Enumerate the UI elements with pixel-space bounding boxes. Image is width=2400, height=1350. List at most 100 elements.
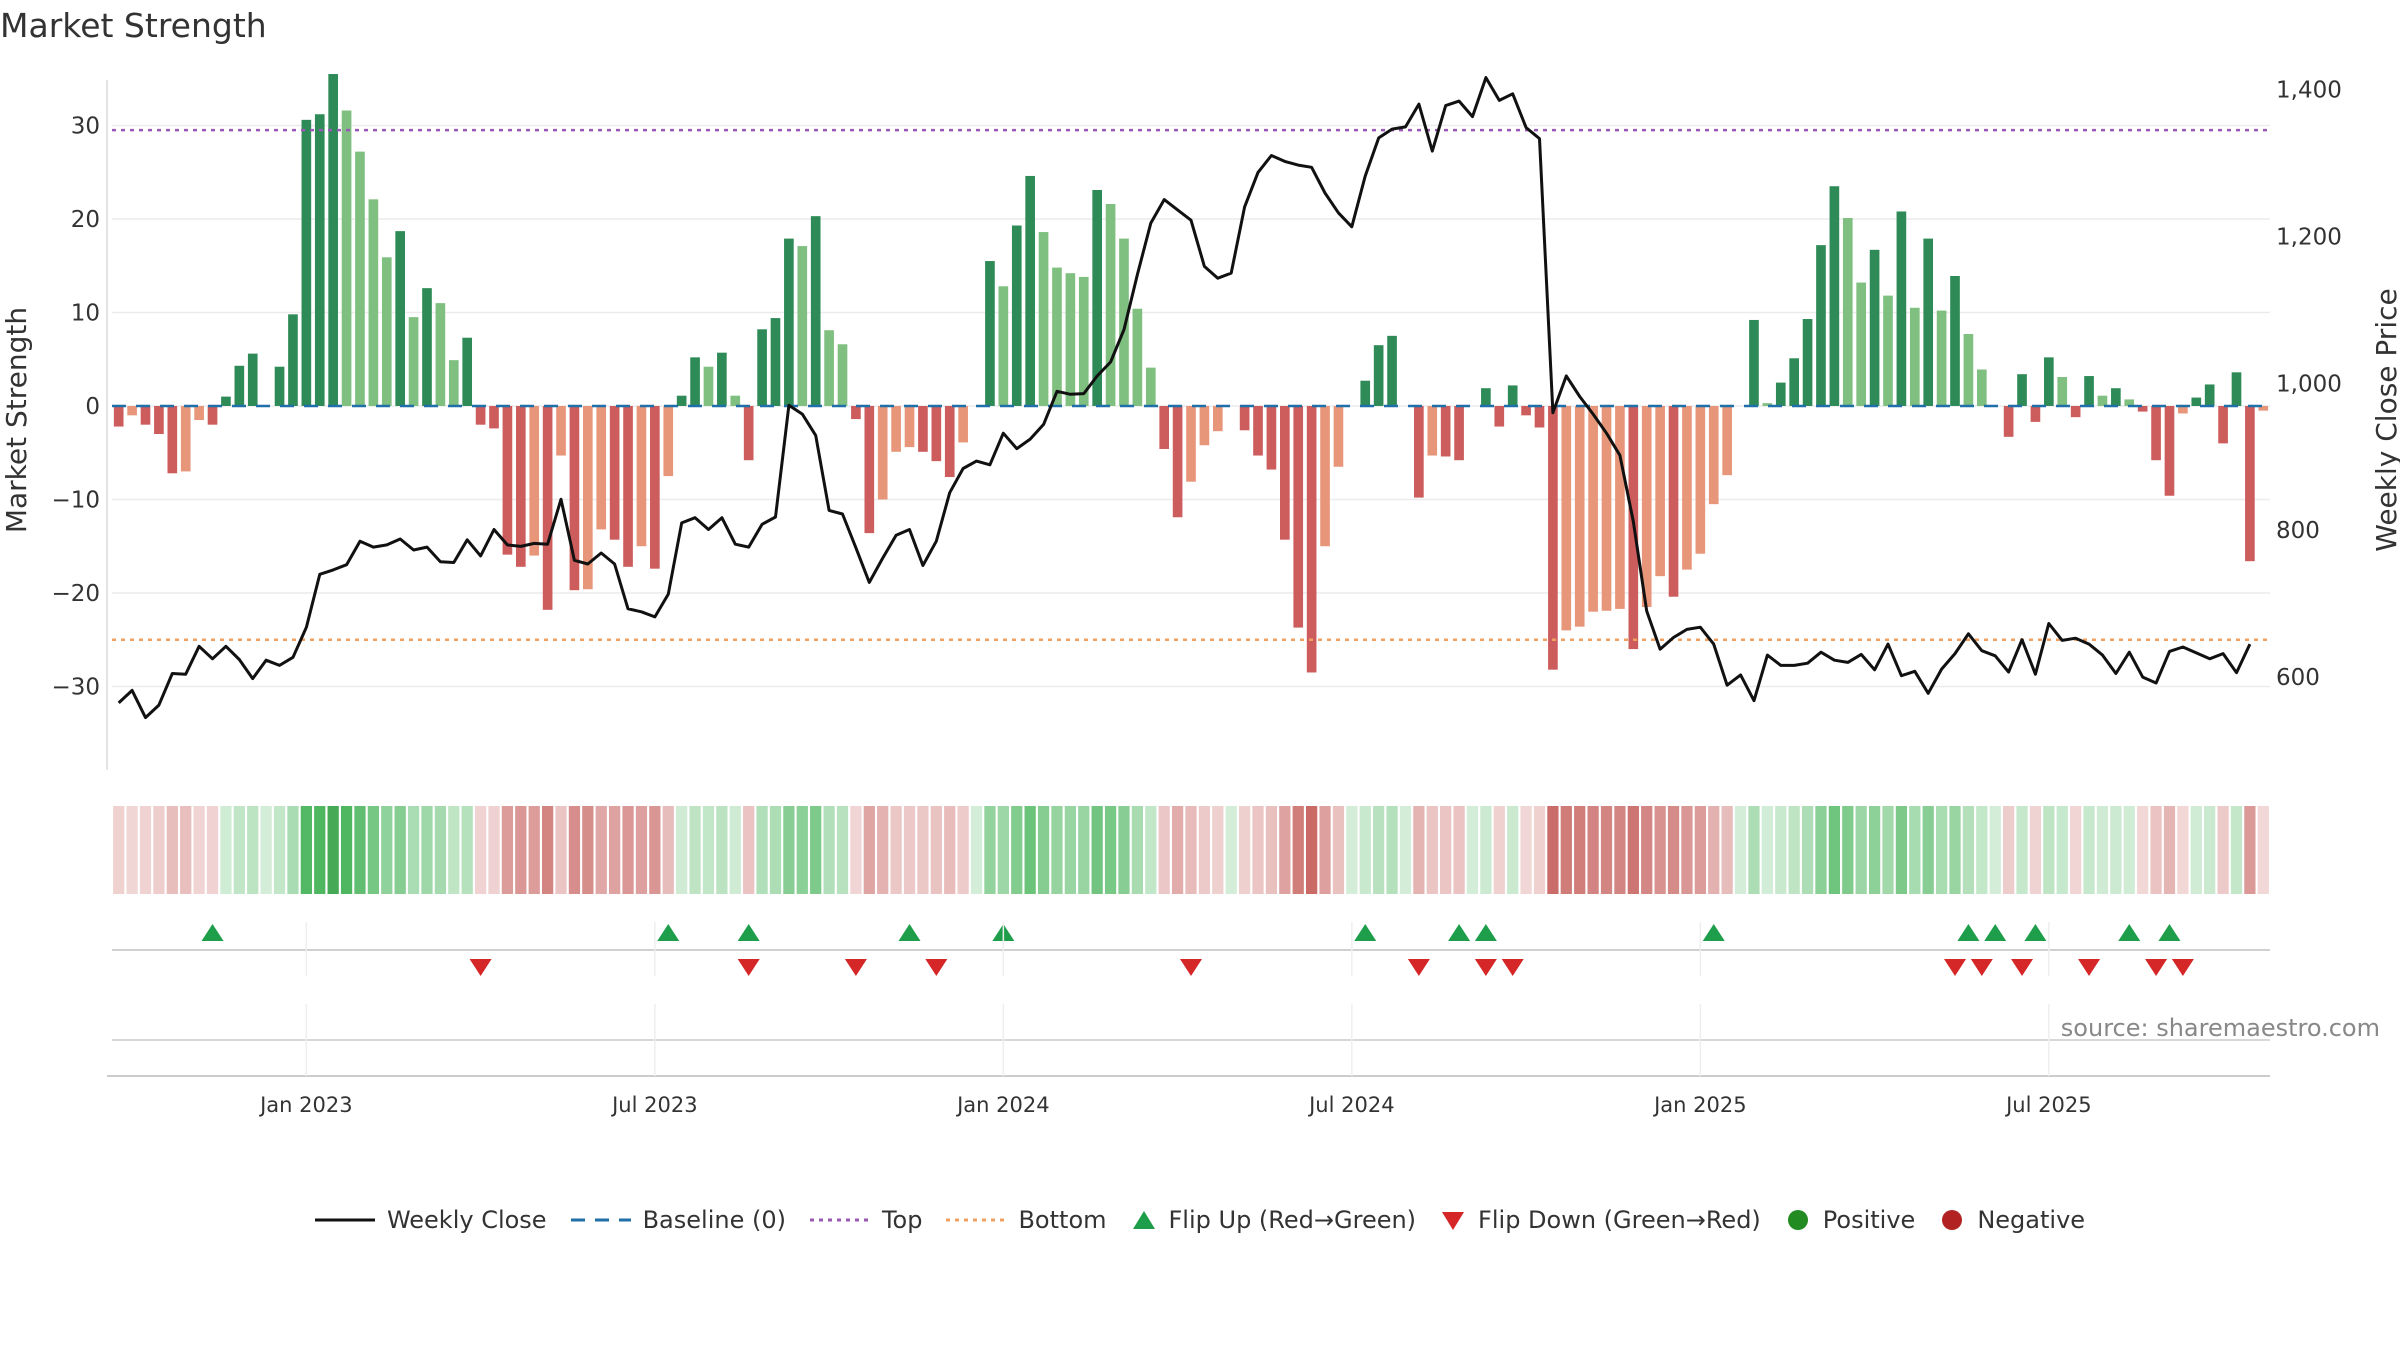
x-tick-label: Jan 2023	[258, 1093, 353, 1117]
heat-cell	[1520, 806, 1532, 894]
heat-cell	[2029, 806, 2042, 894]
strength-bar	[824, 330, 834, 406]
strength-bar	[2137, 405, 2148, 412]
x-tick-label: Jul 2023	[610, 1093, 697, 1117]
heat-cell	[2163, 806, 2176, 894]
x-tick-label: Jan 2025	[1652, 1093, 1747, 1117]
heat-cell	[635, 806, 648, 894]
heat-cell	[2204, 806, 2216, 894]
strength-bar	[690, 357, 700, 406]
strength-bar	[1159, 405, 1170, 449]
heat-cell	[2123, 806, 2135, 894]
flip-down-marker	[2078, 959, 2101, 976]
heat-cell	[1641, 806, 1653, 894]
strength-bar	[717, 352, 727, 406]
heat-cell	[247, 806, 259, 894]
heat-cell	[2056, 806, 2068, 894]
strength-bar	[2044, 357, 2054, 406]
heat-cell	[930, 806, 942, 894]
heat-cell	[407, 806, 420, 894]
heat-cell	[260, 806, 272, 894]
heat-cell	[917, 806, 929, 894]
strength-bar	[904, 405, 915, 448]
heat-cell	[1681, 806, 1693, 894]
strength-bar	[113, 405, 124, 427]
strength-bar	[288, 314, 298, 406]
strength-bar	[636, 405, 647, 547]
heat-cell	[126, 806, 138, 894]
strength-bar	[395, 231, 406, 406]
strength-bar	[1092, 189, 1102, 406]
heat-cell	[1386, 806, 1398, 894]
heat-cell	[944, 806, 956, 894]
heat-cell	[381, 806, 393, 894]
strength-bar	[1481, 388, 1491, 406]
strength-bar	[1521, 405, 1531, 416]
strength-bar	[247, 353, 258, 406]
heat-cell	[367, 806, 380, 894]
heat-cell	[1306, 806, 1318, 894]
legend-negative: Negative	[1939, 1206, 2085, 1234]
strength-bar	[1789, 358, 1799, 406]
legend-top-swatch	[809, 1218, 870, 1222]
strength-bar	[1320, 405, 1330, 547]
strength-bar	[1695, 405, 1706, 554]
heat-cell	[1533, 806, 1546, 894]
strength-bar	[1119, 238, 1129, 406]
strength-bar	[234, 365, 245, 406]
heat-cell	[1426, 806, 1438, 894]
heat-cell	[1440, 806, 1452, 894]
flip-up-marker	[2024, 924, 2047, 941]
heat-cell	[1801, 806, 1814, 894]
strength-bar	[1842, 218, 1853, 406]
strength-bar	[167, 405, 178, 474]
flip-up-marker	[201, 924, 224, 941]
heat-cell	[1466, 806, 1479, 894]
heat-cell	[1319, 806, 1331, 894]
heat-cell	[327, 806, 339, 894]
strength-bar	[341, 110, 352, 406]
strength-bar	[180, 405, 191, 472]
left-tick-label: 30	[71, 113, 100, 139]
heat-cell	[1279, 806, 1291, 894]
heat-cell	[2070, 806, 2082, 894]
heat-cell	[1493, 806, 1505, 894]
heat-cell	[300, 806, 312, 894]
strength-bar	[730, 395, 741, 406]
flip-down-marker	[1501, 959, 1524, 976]
strength-bar	[1775, 382, 1786, 406]
heat-cell	[1198, 806, 1211, 894]
heat-cell	[2244, 806, 2256, 894]
flip-down-marker	[2171, 959, 2194, 976]
strength-bar	[770, 318, 781, 406]
left-tick-label: 0	[85, 394, 100, 420]
strength-bar	[1172, 405, 1183, 518]
heat-cell	[501, 806, 514, 894]
heat-cell	[1104, 806, 1117, 894]
strength-bar	[1534, 405, 1545, 428]
heat-cell	[689, 806, 701, 894]
strength-bar	[355, 151, 365, 406]
strength-bar	[931, 405, 942, 462]
heat-cell	[850, 806, 862, 894]
heat-cell	[1078, 806, 1090, 894]
heat-cell	[1037, 806, 1050, 894]
heat-cell	[1868, 806, 1881, 894]
heat-cell	[2230, 806, 2243, 894]
strength-bar	[1011, 225, 1022, 406]
strength-bar	[1816, 245, 1826, 406]
strength-bar	[154, 405, 164, 435]
heat-cell	[1346, 806, 1358, 894]
heat-cell	[220, 806, 232, 894]
heat-cell	[2190, 806, 2202, 894]
right-tick-label: 1,000	[2276, 371, 2342, 397]
heat-cell	[595, 806, 607, 894]
strength-bar	[408, 317, 419, 406]
heat-cell	[702, 806, 715, 894]
strength-bar	[2151, 405, 2161, 461]
strength-bar	[1615, 405, 1625, 609]
strength-bar	[1078, 276, 1089, 406]
flip-up-marker	[2118, 924, 2141, 941]
strength-bar	[1427, 405, 1438, 456]
strength-bar	[958, 405, 968, 443]
